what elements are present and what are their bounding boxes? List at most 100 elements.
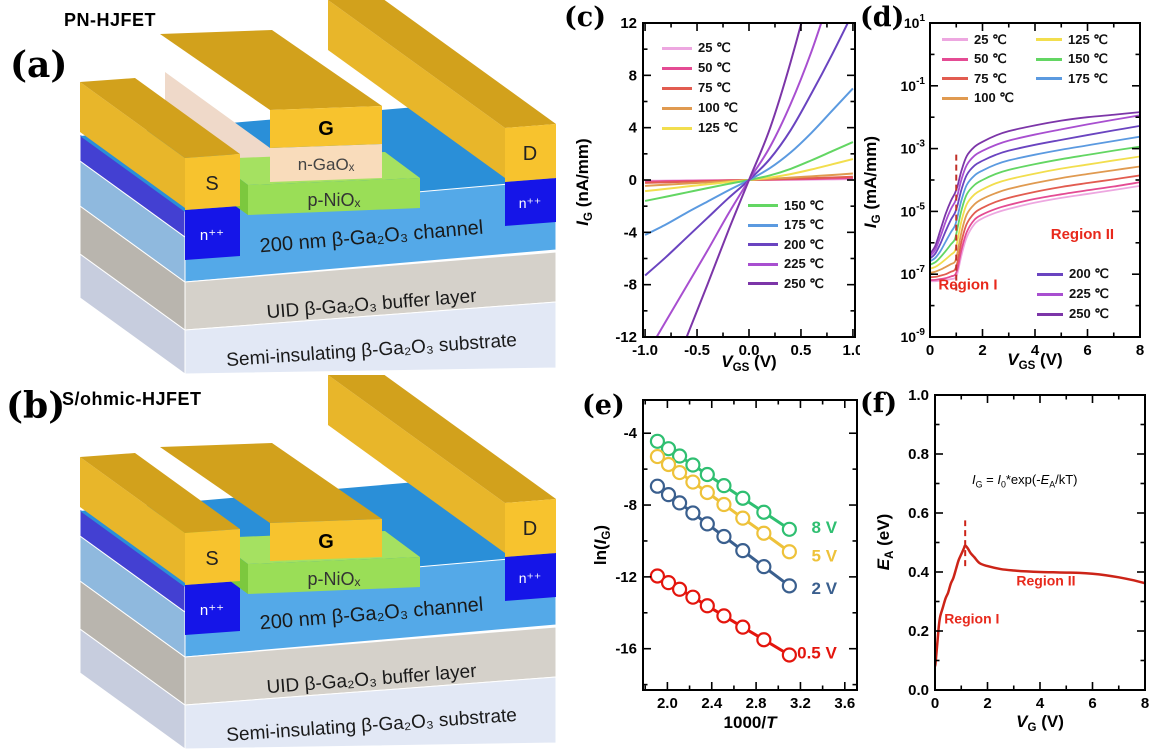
y-tick-label: 1.0	[908, 387, 929, 404]
legend-swatch	[1037, 272, 1063, 276]
legend-label: 225 ℃	[1069, 286, 1109, 301]
legend-swatch	[1037, 292, 1063, 296]
panel-b-diagram: (b) S/ohmic-HJFET S G	[0, 375, 560, 751]
p-niox-front-face	[248, 557, 420, 594]
legend-item: 200 ℃	[748, 235, 824, 255]
series-marker	[716, 528, 732, 545]
series-line-EA	[935, 544, 1145, 667]
x-tick-label: 6	[1088, 695, 1096, 712]
legend-label: 100 ℃	[698, 100, 738, 115]
legend-item: 75 ℃	[942, 69, 1014, 89]
series-marker	[685, 457, 701, 473]
x-tick-label: 6	[1083, 342, 1091, 359]
substrate-front-face	[184, 301, 557, 375]
series-marker	[735, 543, 751, 559]
x-tick-label: 0	[926, 342, 934, 359]
drain-bar-front	[505, 124, 556, 182]
series-marker	[756, 559, 772, 575]
chart-f-xlabel: VG (V)	[1016, 711, 1064, 735]
source-label: S	[205, 173, 218, 195]
drain-bar-top	[328, 375, 556, 503]
series-marker	[716, 496, 732, 513]
panel-label-d: (d)	[860, 2, 905, 33]
y-tick-label: 4	[629, 120, 638, 137]
p-niox-label: p-NiOₓ	[308, 569, 361, 589]
x-tick-label: 4	[1036, 695, 1045, 712]
source-bar-side	[80, 457, 185, 583]
legend-swatch	[748, 223, 778, 227]
series-marker	[756, 504, 772, 520]
y-tick-label: 0.8	[908, 446, 929, 463]
chart-d-legend-bottom: 200 ℃ 225 ℃ 250 ℃	[1037, 264, 1109, 324]
legend-swatch	[942, 57, 968, 61]
legend-item: 175 ℃	[1036, 69, 1108, 89]
series-line-250 ℃	[930, 111, 1140, 255]
legend-item: 250 ℃	[1037, 304, 1109, 324]
x-tick-label: 1.0	[842, 342, 860, 359]
x-tick-label: 2.0	[657, 695, 678, 712]
series-line-175 ℃	[930, 135, 1140, 262]
chart-f-plot: Region I Region II 0 2 4 6 8 0.0 0.2 0.4 0.6 0.8 1.0	[908, 387, 1149, 712]
chart-f: Region I Region II 0 2 4 6 8 0.0 0.2 0.4 0.6 0.8 1.0…	[860, 380, 1154, 751]
y-tick-label: 10-1	[901, 76, 926, 94]
legend-label: 175 ℃	[1068, 70, 1108, 86]
series-line-200 ℃	[930, 124, 1140, 260]
source-bar-front	[185, 529, 240, 585]
y-tick-label: -4	[624, 425, 638, 442]
legend-label: 50 ℃	[974, 51, 1007, 67]
device-b-schematic: S G D p-NiOₓ n⁺⁺ n⁺⁺ 200 nm β-Ga₂O₃ chan…	[79, 375, 557, 750]
legend-swatch	[1036, 57, 1062, 61]
npp-source-block	[185, 581, 240, 635]
npp-drain-block	[505, 178, 556, 226]
npp-source-block	[185, 206, 240, 260]
series-marker	[756, 525, 772, 541]
chart-c-legend-bottom: 150 ℃ 175 ℃ 200 ℃ 225 ℃ 250 ℃	[748, 196, 824, 294]
series-marker	[671, 448, 688, 464]
series-marker	[699, 484, 715, 501]
y-tick-label: 0	[629, 172, 637, 189]
y-tick-label: 0.0	[908, 682, 929, 699]
chart-f-ylabel: EA (eV)	[873, 513, 897, 571]
annotation-text: 0.5 V	[797, 644, 837, 663]
y-tick-label: -4	[624, 224, 638, 241]
legend-item: 225 ℃	[1037, 284, 1109, 304]
x-tick-label: 2	[978, 342, 986, 359]
legend-label: 25 ℃	[974, 31, 1007, 47]
series-marker	[649, 568, 666, 584]
npp-drain-label: n⁺⁺	[519, 195, 542, 211]
series-marker	[685, 474, 701, 490]
series-marker	[781, 544, 797, 560]
legend-swatch	[748, 262, 778, 266]
chart-d: Region I Region II 0 2 4 6 8 101 10-1 10-3 10-5 10-…	[860, 0, 1154, 380]
legend-label: 125 ℃	[698, 120, 738, 135]
source-label: S	[205, 548, 218, 570]
chart-d-legend-col2: 125 ℃ 150 ℃ 175 ℃	[1036, 30, 1108, 89]
annotation-text: Region I	[938, 277, 997, 294]
legend-swatch	[748, 282, 778, 286]
legend-label: 125 ℃	[1068, 31, 1108, 47]
legend-swatch	[942, 96, 968, 100]
legend-item: 25 ℃	[662, 38, 738, 58]
panel-label-b: (b)	[6, 385, 66, 427]
y-tick-label: -16	[615, 641, 637, 658]
legend-item: 150 ℃	[748, 196, 824, 216]
legend-swatch	[942, 77, 968, 81]
legend-swatch	[942, 38, 968, 42]
legend-label: 100 ℃	[974, 90, 1014, 106]
p-niox-front-face	[248, 178, 420, 215]
y-tick-label: 8	[629, 67, 637, 84]
drain-bar-front	[505, 499, 556, 557]
drain-bar-top	[328, 0, 556, 128]
series-marker	[685, 589, 701, 605]
series-marker	[781, 647, 797, 663]
legend-label: 25 ℃	[698, 40, 731, 55]
chart-c-ylabel: IG (nA/mm)	[572, 138, 596, 226]
panel-label-e: (e)	[582, 390, 625, 421]
series-marker	[671, 495, 688, 511]
drain-label: D	[523, 518, 537, 540]
chart-c: -1.0 -0.5 0.0 0.5 1.0 -12 -8 -4 0 4 8 12 (c) IG (nA…	[560, 0, 863, 380]
chart-e-xlabel: 1000/T	[723, 713, 777, 732]
x-tick-label: 8	[1136, 342, 1144, 359]
legend-label: 150 ℃	[1068, 51, 1108, 67]
legend-label: 250 ℃	[784, 275, 824, 291]
